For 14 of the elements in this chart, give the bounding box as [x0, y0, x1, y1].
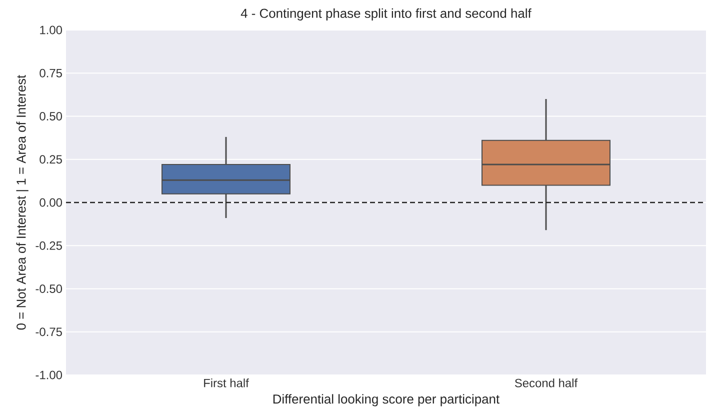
y-tick-label: 0.25: [40, 155, 62, 164]
chart-title: 4 - Contingent phase split into first and second half: [240, 8, 532, 20]
y-tick-label: -1.00: [36, 370, 62, 380]
y-tick-label: 0.75: [40, 68, 62, 78]
y-tick-label: -0.75: [36, 328, 62, 336]
y-tick-label: 1.00: [40, 26, 62, 34]
x-tick-label: Second half: [514, 378, 578, 388]
x-tick-label: First half: [204, 378, 249, 388]
y-tick-label: 0.00: [40, 198, 62, 207]
x-axis-title: Differential looking score per participant: [273, 394, 500, 406]
y-tick-label: -0.50: [36, 284, 62, 293]
y-axis-title: 0 = Not Area of Interest | 1 = Area of Interest: [16, 74, 28, 330]
y-tick-label: -0.25: [36, 241, 62, 250]
y-tick-label: 0.50: [40, 112, 62, 120]
